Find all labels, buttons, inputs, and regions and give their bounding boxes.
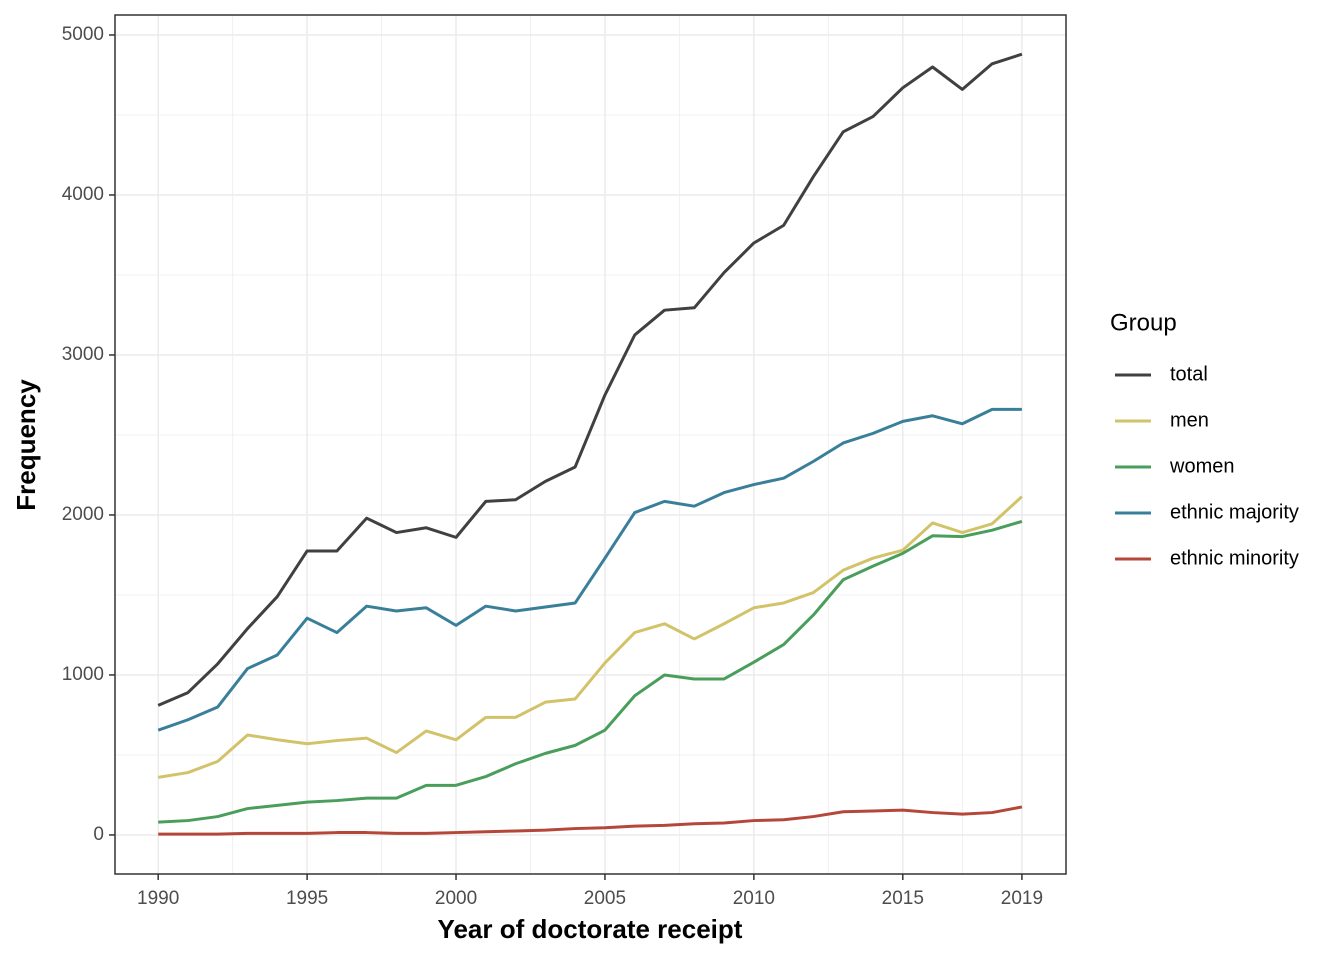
y-tick-label: 2000 — [62, 504, 104, 525]
legend-label: ethnic majority — [1170, 501, 1299, 523]
y-tick-label: 5000 — [62, 24, 104, 45]
x-tick-label: 1995 — [286, 888, 328, 909]
x-axis-title: Year of doctorate receipt — [438, 914, 743, 944]
x-tick-label: 2005 — [584, 888, 626, 909]
legend-title: Group — [1110, 309, 1177, 336]
x-tick-label: 2000 — [435, 888, 477, 909]
y-tick-label: 1000 — [62, 664, 104, 685]
series-line — [157, 52, 1023, 707]
plot-border — [114, 14, 1067, 875]
legend-label: men — [1170, 409, 1209, 431]
y-axis-title: Frequency — [11, 379, 41, 511]
y-tick-label: 0 — [93, 824, 104, 845]
x-tick-label: 1990 — [137, 888, 179, 909]
series-line — [157, 495, 1023, 779]
legend-label: ethnic minority — [1170, 547, 1299, 569]
series-line — [158, 519, 1023, 824]
legend-label: women — [1169, 455, 1234, 477]
x-tick-label: 2010 — [733, 888, 775, 909]
x-tick-label: 2015 — [882, 888, 924, 909]
y-tick-label: 3000 — [62, 344, 104, 365]
x-tick-label: 2019 — [1001, 888, 1043, 909]
series-line — [158, 805, 1023, 836]
series-line — [157, 407, 1022, 732]
legend-label: total — [1170, 363, 1208, 385]
y-tick-label: 4000 — [62, 184, 104, 205]
